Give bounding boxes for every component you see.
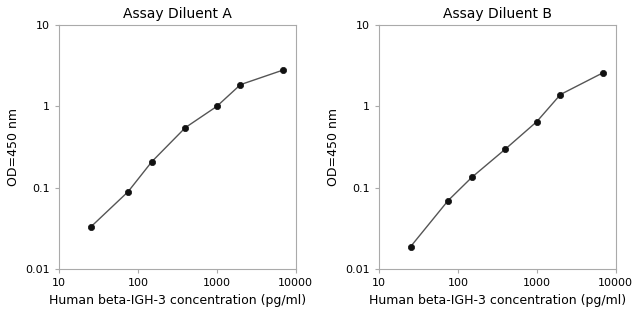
Y-axis label: OD=450 nm: OD=450 nm bbox=[327, 108, 340, 186]
Y-axis label: OD=450 nm: OD=450 nm bbox=[7, 108, 20, 186]
Title: Assay Diluent A: Assay Diluent A bbox=[123, 7, 232, 21]
X-axis label: Human beta-IGH-3 concentration (pg/ml): Human beta-IGH-3 concentration (pg/ml) bbox=[369, 294, 626, 307]
Title: Assay Diluent B: Assay Diluent B bbox=[443, 7, 552, 21]
X-axis label: Human beta-IGH-3 concentration (pg/ml): Human beta-IGH-3 concentration (pg/ml) bbox=[49, 294, 306, 307]
